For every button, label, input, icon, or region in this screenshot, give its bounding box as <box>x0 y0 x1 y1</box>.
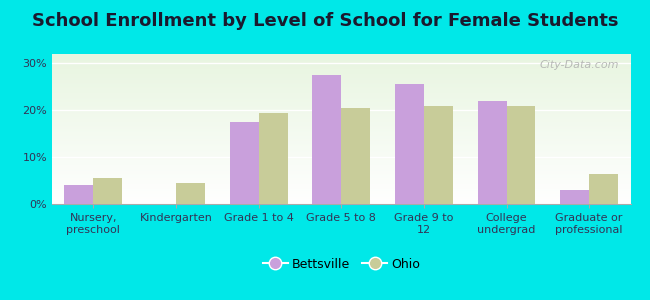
Bar <box>589 173 618 204</box>
Bar <box>341 108 370 204</box>
Bar <box>506 106 536 204</box>
Bar <box>424 106 453 204</box>
Bar <box>259 112 287 204</box>
Text: School Enrollment by Level of School for Female Students: School Enrollment by Level of School for… <box>32 12 618 30</box>
Bar <box>94 178 122 204</box>
Bar <box>176 183 205 204</box>
Text: City-Data.com: City-Data.com <box>540 60 619 70</box>
Bar <box>395 85 424 204</box>
Bar <box>478 101 506 204</box>
Bar <box>64 185 94 204</box>
Bar <box>312 75 341 204</box>
Bar <box>229 122 259 204</box>
Bar <box>560 190 589 204</box>
Legend: Bettsville, Ohio: Bettsville, Ohio <box>257 253 425 276</box>
